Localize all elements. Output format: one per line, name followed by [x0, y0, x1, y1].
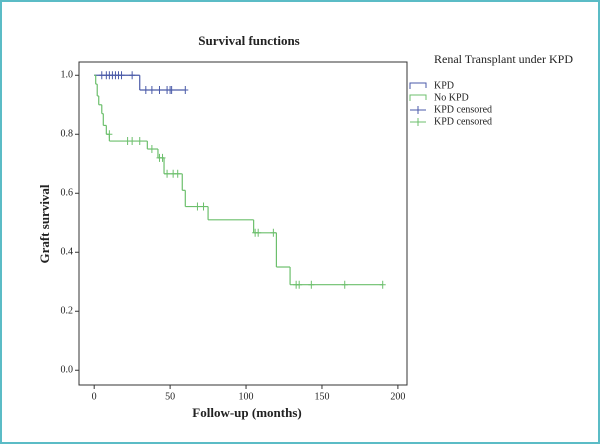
x-tick-label: 100: [239, 391, 254, 402]
x-axis-label: Follow-up (months): [192, 405, 301, 420]
y-tick-label: 1.0: [61, 70, 74, 81]
censor-mark: [296, 280, 303, 289]
censor-mark: [129, 71, 136, 80]
y-tick-label: 0.2: [61, 306, 74, 317]
legend-title: Renal Transplant under KPD: [434, 52, 573, 66]
censor-mark: [270, 228, 277, 237]
y-axis-label: Graft survival: [37, 184, 52, 263]
y-tick-label: 0.8: [61, 129, 74, 140]
censor-mark: [255, 228, 262, 237]
censor-mark: [136, 137, 143, 146]
censor-mark: [148, 86, 155, 95]
chart-title: Survival functions: [198, 33, 300, 48]
y-tick-label: 0.0: [61, 365, 74, 376]
censor-mark: [148, 145, 155, 154]
legend-marker: [409, 94, 427, 101]
censor-mark: [106, 130, 113, 139]
legend-label: KPD censored: [434, 104, 492, 115]
legend-label: No KPD: [434, 92, 469, 103]
censor-mark: [159, 153, 166, 162]
x-tick-label: 0: [92, 391, 97, 402]
legend-marker: [410, 118, 426, 126]
censor-mark: [174, 169, 181, 178]
censor-mark: [164, 169, 171, 178]
censor-mark: [142, 86, 149, 95]
legend-marker: [410, 106, 426, 114]
legend-marker: [409, 82, 427, 89]
censor-mark: [194, 202, 201, 211]
censor-mark: [200, 202, 207, 211]
censor-mark: [129, 137, 136, 146]
y-tick-label: 0.4: [61, 247, 74, 258]
y-tick-label: 0.6: [61, 188, 74, 199]
plot-frame: [78, 61, 408, 386]
censor-mark: [168, 86, 175, 95]
censor-mark: [341, 280, 348, 289]
censor-mark: [308, 280, 315, 289]
censor-mark: [156, 86, 163, 95]
legend-label: KPD: [434, 80, 454, 91]
censor-mark: [379, 280, 386, 289]
legend-label: KPD censored: [434, 116, 492, 127]
censor-mark: [182, 86, 189, 95]
x-tick-label: 150: [314, 391, 329, 402]
x-tick-label: 200: [390, 391, 405, 402]
censor-mark: [118, 71, 125, 80]
x-tick-label: 50: [165, 391, 175, 402]
